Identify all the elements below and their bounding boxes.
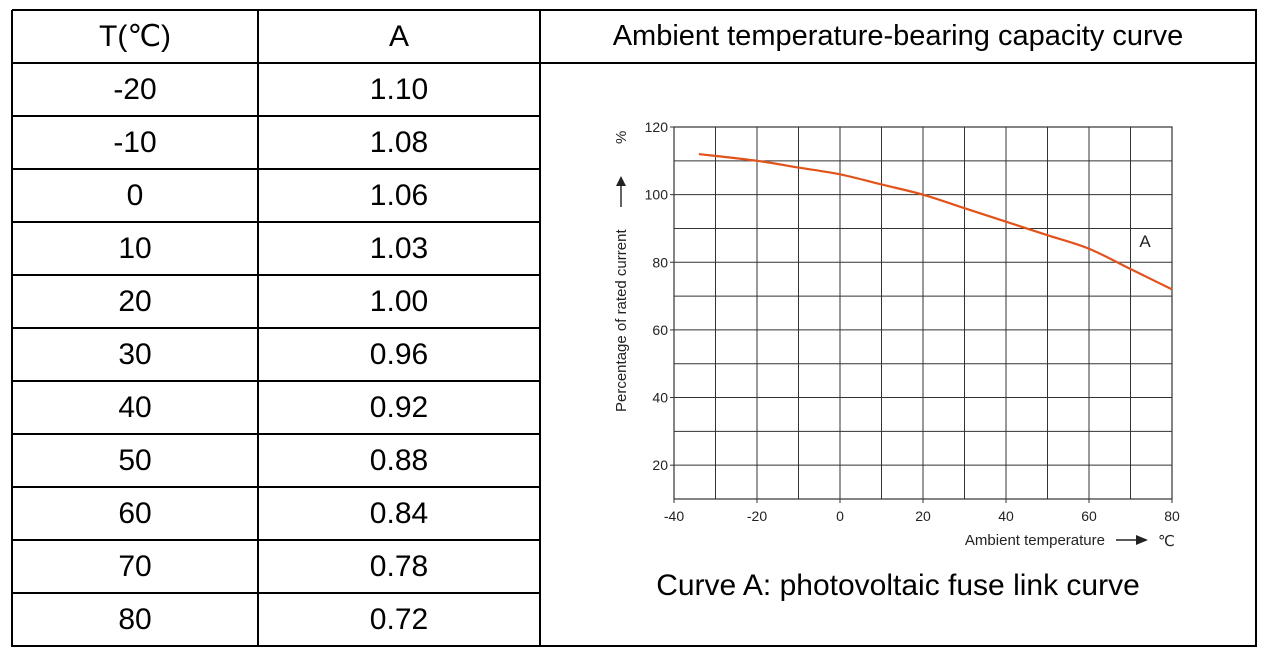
chart-axes: 20 40 60 80 100 120 -40 -20 0 20 40 60 80 [645,119,1180,524]
x-tick-label: 40 [998,508,1014,524]
table-cell-a: 1.10 [369,72,429,106]
x-axis-label: Ambient temperature [965,532,1105,549]
x-axis-unit: ℃ [1158,533,1175,550]
x-axis-arrow-head [1136,535,1148,545]
y-axis-unit: % [613,131,630,144]
header-temperature: T(℃) [99,19,171,53]
chart-title: Ambient temperature-bearing capacity cur… [612,20,1184,52]
y-tick-label: 20 [652,457,668,473]
series-label: A [1139,232,1151,251]
table-rule [12,62,541,64]
y-tick-label: 80 [652,254,668,270]
table-rule [12,9,1257,11]
chart-grid [673,126,1173,500]
y-axis-label: Percentage of rated current [613,229,630,412]
header-a: A [388,19,409,53]
table-rule [12,592,541,594]
table-cell-temperature: 30 [118,337,152,371]
table-rule [12,115,541,117]
table-cell-temperature: 60 [118,496,152,530]
y-tick-label: 120 [645,119,669,135]
table-rule [12,274,541,276]
x-tick-label: -40 [664,508,684,524]
table-cell-temperature: 80 [118,602,152,636]
table-cell-temperature: 70 [118,549,152,583]
table-rule [12,168,541,170]
x-tick-label: -20 [747,508,767,524]
table-rule [12,486,541,488]
table-cell-temperature: 40 [118,390,152,424]
table-rule [12,539,541,541]
table-rule [540,62,1257,64]
table-rule [1255,10,1257,647]
table-cell-a: 0.84 [369,496,429,530]
table-cell-a: 0.88 [369,443,429,477]
series-line-A [698,152,1173,291]
table-cell-a: 0.92 [369,390,429,424]
table-cell-temperature: 50 [118,443,152,477]
table-cell-temperature: -20 [113,72,157,106]
table-cell-temperature: 10 [118,231,152,265]
table-cell-temperature: -10 [113,125,157,159]
chart-series [698,152,1173,291]
table-rule [12,221,541,223]
y-tick-label: 60 [652,322,668,338]
table-cell-a: 0.96 [369,337,429,371]
table-rule [12,433,541,435]
chart-labels: Percentage of rated current% Ambient temp… [613,131,1175,550]
x-tick-label: 20 [915,508,931,524]
capacity-chart: 20 40 60 80 100 120 -40 -20 0 20 40 60 80 Percentage… [613,119,1180,550]
table-cell-temperature: 0 [126,178,144,212]
table-rule [12,380,541,382]
chart-caption: Curve A: photovoltaic fuse link curve [656,569,1140,602]
table-cell-temperature: 20 [118,284,152,318]
y-tick-label: 100 [645,187,669,203]
table-rule [12,327,541,329]
y-tick-label: 40 [652,390,668,406]
table-cell-a: 1.03 [369,231,429,265]
x-tick-label: 60 [1081,508,1097,524]
table-cell-a: 0.72 [369,602,429,636]
table-cell-a: 1.06 [369,178,429,212]
x-tick-label: 0 [836,508,844,524]
y-axis-arrow-head [616,176,626,186]
table-cell-a: 1.00 [369,284,429,318]
table-cell-a: 0.78 [369,549,429,583]
table-cell-a: 1.08 [369,125,429,159]
table-rule [12,645,1257,647]
x-tick-label: 80 [1164,508,1180,524]
